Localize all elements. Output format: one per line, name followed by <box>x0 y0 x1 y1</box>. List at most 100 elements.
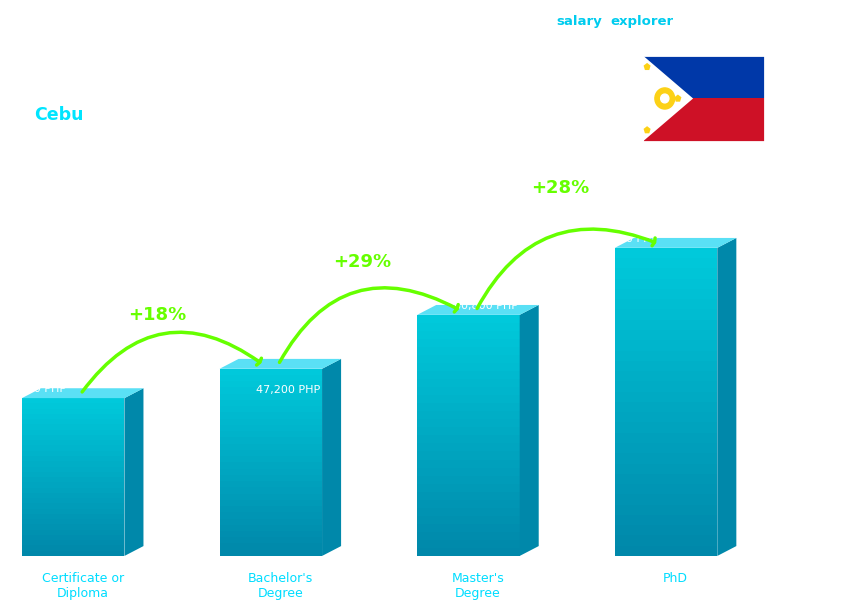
Polygon shape <box>219 425 322 431</box>
Polygon shape <box>22 451 124 456</box>
Polygon shape <box>615 536 717 545</box>
Text: +28%: +28% <box>530 179 589 198</box>
Polygon shape <box>219 500 322 506</box>
Polygon shape <box>615 268 717 279</box>
Polygon shape <box>615 505 717 515</box>
Polygon shape <box>417 532 519 540</box>
Polygon shape <box>417 371 519 379</box>
Polygon shape <box>615 279 717 289</box>
Polygon shape <box>219 531 322 538</box>
Polygon shape <box>22 498 124 504</box>
Polygon shape <box>22 419 124 424</box>
Polygon shape <box>219 538 322 544</box>
Polygon shape <box>615 464 717 474</box>
Polygon shape <box>417 305 539 315</box>
Polygon shape <box>219 400 322 406</box>
Polygon shape <box>219 387 322 394</box>
Polygon shape <box>674 95 682 102</box>
Polygon shape <box>615 494 717 505</box>
Polygon shape <box>22 461 124 467</box>
Polygon shape <box>615 484 717 494</box>
Polygon shape <box>615 248 717 258</box>
Polygon shape <box>22 551 124 556</box>
Polygon shape <box>417 331 519 339</box>
Circle shape <box>654 88 675 109</box>
Polygon shape <box>417 387 519 395</box>
Polygon shape <box>219 369 322 375</box>
Polygon shape <box>22 408 124 414</box>
Polygon shape <box>219 550 322 556</box>
Polygon shape <box>219 487 322 493</box>
Polygon shape <box>219 456 322 462</box>
Polygon shape <box>22 456 124 461</box>
Polygon shape <box>417 459 519 468</box>
Polygon shape <box>615 515 717 525</box>
Polygon shape <box>124 388 144 556</box>
Polygon shape <box>22 398 124 404</box>
Polygon shape <box>22 535 124 540</box>
Polygon shape <box>219 394 322 400</box>
Polygon shape <box>219 406 322 413</box>
Polygon shape <box>417 323 519 331</box>
Text: .com: .com <box>674 15 706 28</box>
Polygon shape <box>22 519 124 524</box>
Text: 77,700 PHP: 77,700 PHP <box>594 234 659 244</box>
Polygon shape <box>219 462 322 468</box>
Circle shape <box>660 94 669 103</box>
Polygon shape <box>22 414 124 419</box>
Polygon shape <box>417 484 519 491</box>
Polygon shape <box>615 525 717 536</box>
Polygon shape <box>615 402 717 412</box>
Polygon shape <box>219 519 322 525</box>
Polygon shape <box>615 545 717 556</box>
Text: Average Monthly Salary: Average Monthly Salary <box>824 241 834 365</box>
Polygon shape <box>22 493 124 498</box>
Polygon shape <box>417 347 519 355</box>
Polygon shape <box>417 500 519 508</box>
Polygon shape <box>219 468 322 475</box>
Polygon shape <box>219 475 322 481</box>
Polygon shape <box>615 433 717 443</box>
Text: 60,800 PHP: 60,800 PHP <box>454 301 518 311</box>
Polygon shape <box>417 548 519 556</box>
Polygon shape <box>219 375 322 381</box>
Polygon shape <box>417 476 519 484</box>
Polygon shape <box>22 445 124 451</box>
Polygon shape <box>615 258 717 268</box>
Polygon shape <box>22 424 124 430</box>
Polygon shape <box>615 289 717 299</box>
Text: +18%: +18% <box>128 306 186 324</box>
Polygon shape <box>615 391 717 402</box>
Polygon shape <box>643 63 650 70</box>
Polygon shape <box>615 350 717 361</box>
Text: Bachelor's
Degree: Bachelor's Degree <box>247 571 313 600</box>
Polygon shape <box>417 491 519 500</box>
Polygon shape <box>642 55 765 98</box>
Polygon shape <box>615 299 717 310</box>
Polygon shape <box>219 381 322 387</box>
Polygon shape <box>22 545 124 551</box>
Polygon shape <box>219 419 322 425</box>
Polygon shape <box>615 238 736 248</box>
Text: Certificate or
Diploma: Certificate or Diploma <box>42 571 124 600</box>
Polygon shape <box>615 422 717 433</box>
Polygon shape <box>417 395 519 403</box>
Polygon shape <box>219 359 341 369</box>
Polygon shape <box>22 530 124 535</box>
Polygon shape <box>417 540 519 548</box>
Polygon shape <box>22 488 124 493</box>
Text: PhD: PhD <box>663 571 688 585</box>
Polygon shape <box>22 435 124 440</box>
Polygon shape <box>22 430 124 435</box>
Polygon shape <box>22 440 124 445</box>
Polygon shape <box>417 411 519 419</box>
Text: explorer: explorer <box>610 15 673 28</box>
Polygon shape <box>417 468 519 476</box>
Polygon shape <box>22 388 144 398</box>
Text: 47,200 PHP: 47,200 PHP <box>256 385 320 395</box>
Polygon shape <box>417 524 519 532</box>
Text: +29%: +29% <box>333 253 391 271</box>
Text: Salary Comparison By Education: Salary Comparison By Education <box>34 21 517 47</box>
Polygon shape <box>417 379 519 387</box>
Polygon shape <box>219 481 322 487</box>
